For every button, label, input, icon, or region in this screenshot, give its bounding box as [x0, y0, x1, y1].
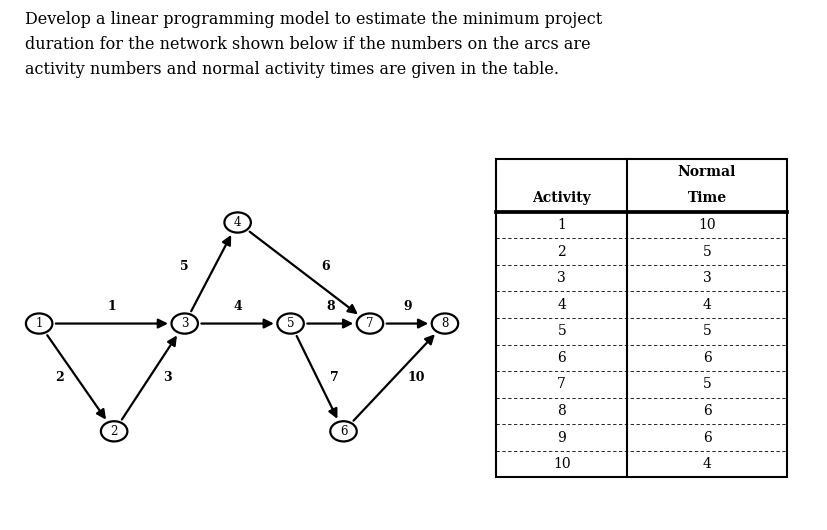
Text: 4: 4: [233, 216, 241, 229]
Text: 1: 1: [108, 300, 116, 313]
Text: 6: 6: [339, 425, 347, 438]
Circle shape: [330, 421, 356, 441]
Text: 6: 6: [702, 351, 710, 365]
Circle shape: [224, 213, 251, 233]
Text: 4: 4: [557, 298, 566, 312]
Text: 9: 9: [403, 300, 411, 313]
Text: Activity: Activity: [532, 191, 590, 206]
Text: 4: 4: [702, 457, 710, 471]
Text: 3: 3: [557, 271, 566, 285]
Text: 7: 7: [366, 317, 373, 330]
Text: 2: 2: [110, 425, 117, 438]
Text: 5: 5: [180, 260, 189, 273]
Text: Normal: Normal: [677, 165, 735, 179]
Text: 2: 2: [557, 244, 566, 259]
Text: 10: 10: [552, 457, 570, 471]
Text: 5: 5: [702, 377, 710, 392]
Text: 10: 10: [407, 371, 424, 384]
Text: 3: 3: [702, 271, 710, 285]
Circle shape: [101, 421, 127, 441]
Text: 5: 5: [702, 324, 710, 338]
Circle shape: [431, 313, 457, 334]
Text: 1: 1: [36, 317, 43, 330]
Text: 8: 8: [557, 404, 566, 418]
Text: 1: 1: [557, 218, 566, 232]
Text: 9: 9: [557, 430, 566, 445]
Circle shape: [277, 313, 304, 334]
Text: 6: 6: [702, 430, 710, 445]
Text: 6: 6: [557, 351, 566, 365]
Bar: [495, 158, 786, 478]
Text: 5: 5: [557, 324, 566, 338]
Text: 8: 8: [441, 317, 448, 330]
Text: 7: 7: [330, 371, 338, 384]
Text: 3: 3: [181, 317, 189, 330]
Text: Develop a linear programming model to estimate the minimum project
duration for : Develop a linear programming model to es…: [25, 11, 601, 78]
Text: 8: 8: [326, 300, 334, 313]
Text: 3: 3: [163, 371, 171, 384]
Text: 6: 6: [321, 260, 330, 273]
Text: 7: 7: [557, 377, 566, 392]
Text: 10: 10: [697, 218, 715, 232]
Text: 2: 2: [55, 371, 64, 384]
Text: 5: 5: [286, 317, 294, 330]
Text: 4: 4: [233, 300, 241, 313]
Circle shape: [171, 313, 198, 334]
Circle shape: [356, 313, 383, 334]
Circle shape: [26, 313, 52, 334]
Text: 6: 6: [702, 404, 710, 418]
Text: Time: Time: [686, 191, 726, 206]
Text: 4: 4: [702, 298, 710, 312]
Text: 5: 5: [702, 244, 710, 259]
